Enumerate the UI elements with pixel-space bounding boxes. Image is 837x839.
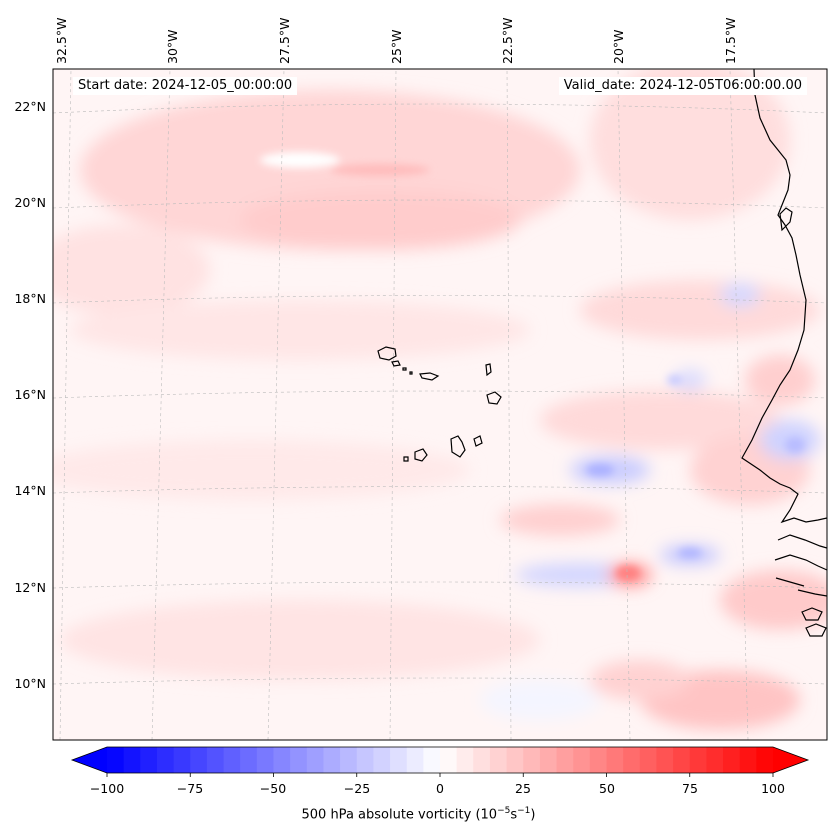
lon-label: 25°W bbox=[389, 29, 404, 64]
colorbar-cell bbox=[240, 747, 258, 773]
colorbar-cell bbox=[123, 747, 141, 773]
lat-label: 20°N bbox=[14, 195, 46, 210]
colorbar-cell bbox=[756, 747, 774, 773]
map-frame bbox=[52, 68, 828, 741]
lon-label: 27.5°W bbox=[277, 18, 292, 64]
colorbar-tick-label: −25 bbox=[344, 781, 370, 796]
colorbar-cell bbox=[323, 747, 341, 773]
valid-date-label: Valid_date: 2024-12-05T06:00:00.00 bbox=[558, 77, 807, 95]
colorbar-cell bbox=[190, 747, 208, 773]
colorbar-ticks bbox=[106, 773, 774, 777]
cape-verde-islands bbox=[377, 346, 502, 462]
colorbar-cell bbox=[673, 747, 691, 773]
colorbar-tick-label: 75 bbox=[682, 781, 698, 796]
colorbar-cell bbox=[356, 747, 374, 773]
colorbar-cell bbox=[723, 747, 741, 773]
colorbar-cell bbox=[623, 747, 641, 773]
colorbar-cell bbox=[206, 747, 225, 773]
colorbar-tick-label: 50 bbox=[599, 781, 615, 796]
map-panel bbox=[53, 69, 827, 740]
colorbar-tick-label: −100 bbox=[90, 781, 124, 796]
colorbar-tick-label: −50 bbox=[260, 781, 286, 796]
colorbar-cell bbox=[639, 747, 658, 773]
colorbar-cell bbox=[390, 747, 408, 773]
colorbar-cell bbox=[473, 747, 491, 773]
lon-label: 32.5°W bbox=[54, 18, 69, 64]
lon-label: 20°W bbox=[611, 29, 626, 64]
colorbar-cell bbox=[256, 747, 275, 773]
colorbar-cell bbox=[489, 747, 508, 773]
colorbar-title: 500 hPa absolute vorticity (10−5s−1) bbox=[0, 806, 837, 822]
colorbar-cell bbox=[556, 747, 574, 773]
colorbar-cell bbox=[656, 747, 674, 773]
start-date-label: Start date: 2024-12-05_00:00:00 bbox=[73, 77, 298, 95]
latitude-labels: 22°N 20°N 18°N 16°N 14°N 12°N 10°N bbox=[14, 99, 46, 691]
lat-label: 10°N bbox=[14, 676, 46, 691]
colorbar-tick-label: 100 bbox=[761, 781, 785, 796]
graticule bbox=[53, 69, 827, 740]
colorbar-cell bbox=[523, 747, 541, 773]
colorbar-cell bbox=[340, 747, 358, 773]
colorbar-cell bbox=[689, 747, 707, 773]
colorbar-title-exp2: −1 bbox=[517, 806, 531, 816]
lat-label: 22°N bbox=[14, 99, 46, 114]
lat-label: 12°N bbox=[14, 580, 46, 595]
colorbar-cell bbox=[606, 747, 624, 773]
colorbar-tick-label: 0 bbox=[436, 781, 444, 796]
colorbar-tick-label: −75 bbox=[177, 781, 203, 796]
colorbar-title-mid: s bbox=[510, 807, 518, 823]
colorbar-cell bbox=[173, 747, 191, 773]
lon-label: 17.5°W bbox=[723, 18, 738, 64]
colorbar-title-exp1: −5 bbox=[497, 806, 511, 816]
colorbar-cell bbox=[706, 747, 724, 773]
colorbar-title-end: ) bbox=[530, 807, 536, 823]
colorbar-cell bbox=[290, 747, 308, 773]
colorbar-cell bbox=[739, 747, 757, 773]
colorbar-cell bbox=[406, 747, 424, 773]
colorbar-cell bbox=[156, 747, 175, 773]
colorbar-cell bbox=[589, 747, 608, 773]
lat-label: 18°N bbox=[14, 291, 46, 306]
lon-label: 22.5°W bbox=[500, 18, 515, 64]
colorbar-cell bbox=[423, 747, 441, 773]
vorticity-streaks bbox=[260, 152, 805, 580]
colorbar-tick-label: 25 bbox=[515, 781, 531, 796]
colorbar-cell bbox=[440, 747, 458, 773]
lon-label: 30°W bbox=[165, 29, 180, 64]
vorticity-field bbox=[53, 69, 827, 730]
colorbar-cell bbox=[373, 747, 391, 773]
colorbar-cell bbox=[456, 747, 474, 773]
colorbar-max-arrow bbox=[773, 747, 808, 773]
colorbar-cell bbox=[306, 747, 325, 773]
colorbar-cell bbox=[539, 747, 558, 773]
colorbar-cells bbox=[107, 747, 774, 773]
colorbar-cell bbox=[140, 747, 158, 773]
colorbar-cell bbox=[273, 747, 291, 773]
african-coastline bbox=[741, 69, 827, 637]
longitude-labels: 32.5°W 30°W 27.5°W 25°W 22.5°W 20°W 17.5… bbox=[54, 18, 738, 64]
colorbar-cell bbox=[573, 747, 591, 773]
colorbar-title-main: 500 hPa absolute vorticity (10 bbox=[301, 807, 498, 823]
lat-label: 14°N bbox=[14, 483, 46, 498]
colorbar-cell bbox=[107, 747, 125, 773]
colorbar-min-arrow bbox=[72, 747, 107, 773]
lat-label: 16°N bbox=[14, 387, 46, 402]
colorbar-cell bbox=[506, 747, 524, 773]
colorbar: −100 −75 −50 −25 0 25 50 75 100 bbox=[70, 746, 810, 796]
colorbar-cell bbox=[223, 747, 241, 773]
